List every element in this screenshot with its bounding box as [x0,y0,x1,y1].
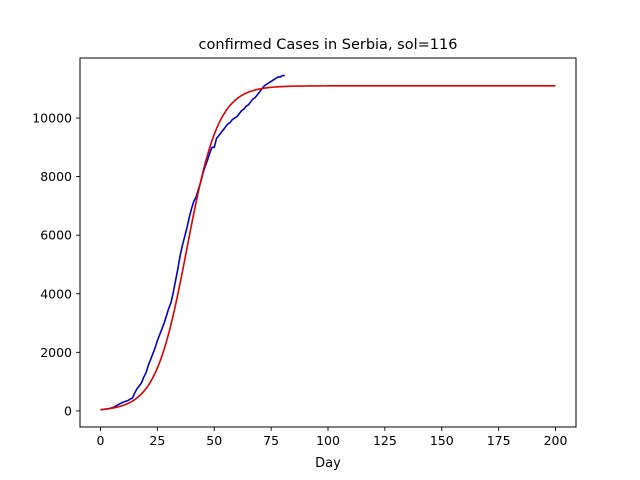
x-tick-label: 150 [430,433,454,448]
x-tick-label: 125 [373,433,397,448]
y-tick-label: 6000 [40,228,72,243]
y-tick-label: 8000 [40,169,72,184]
y-tick-label: 10000 [32,111,72,126]
x-tick-label: 0 [97,433,105,448]
x-tick-label: 25 [149,433,165,448]
x-tick-label: 175 [487,433,511,448]
x-tick-label: 75 [263,433,279,448]
x-tick-label: 200 [544,433,568,448]
x-tick-label: 100 [316,433,340,448]
x-axis-label: Day [315,456,341,471]
y-tick-label: 0 [64,403,72,418]
y-tick-label: 2000 [40,345,72,360]
x-tick-label: 50 [206,433,222,448]
y-tick-label: 4000 [40,286,72,301]
chart-title: confirmed Cases in Serbia, sol=116 [199,37,458,53]
